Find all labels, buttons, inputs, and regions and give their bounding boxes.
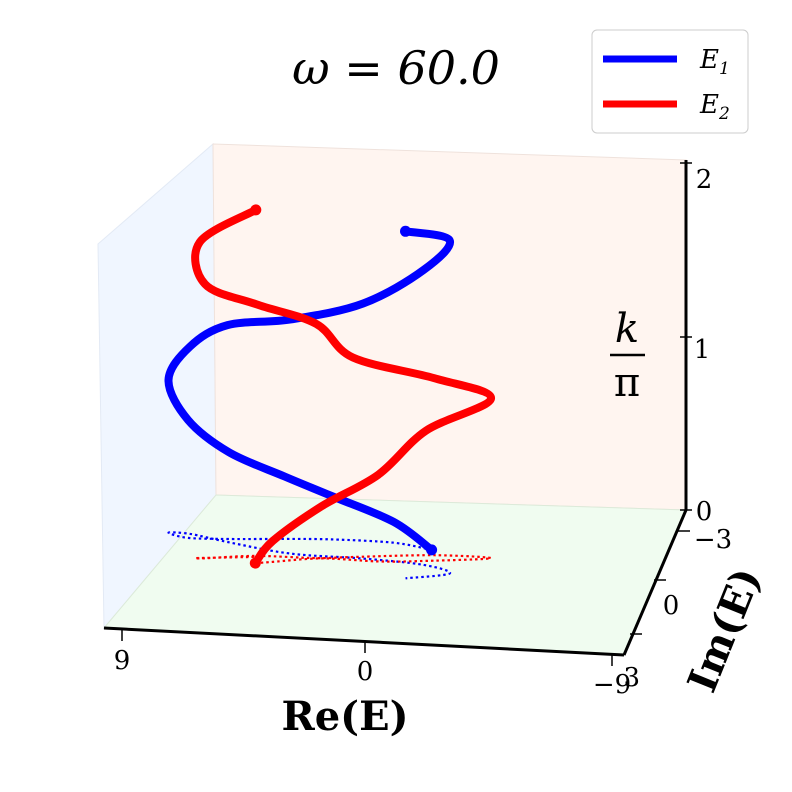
- y-axis-line: [622, 509, 688, 656]
- z-tick-label: 1: [694, 335, 711, 365]
- z-axis-label: k π: [610, 306, 645, 406]
- endpoint-e1-end: [400, 225, 411, 237]
- x-tick-label: 0: [357, 657, 374, 687]
- y-ticks: −3 0 3: [623, 525, 732, 693]
- curve-e1: [164, 227, 455, 554]
- projection-e1: [167, 531, 452, 580]
- x-axis-label: Re(E): [281, 693, 408, 740]
- y-tick-label: 3: [623, 663, 640, 693]
- z-tick-label: 0: [696, 497, 713, 527]
- x-tick-label: 9: [114, 646, 131, 676]
- floor-projections: [167, 531, 493, 580]
- curve-e2: [191, 205, 495, 568]
- legend-label-e2: E2: [699, 90, 730, 124]
- z-label-numerator: k: [615, 306, 639, 352]
- legend-label-e1: E1: [699, 45, 730, 79]
- endpoint-e1-start: [426, 544, 438, 556]
- x-axis-line: [103, 626, 625, 657]
- z-ticks: 0 1 2: [680, 162, 713, 527]
- x-tick-label: −9: [593, 670, 631, 700]
- legend: E1 E2: [591, 29, 749, 134]
- projection-e2: [194, 554, 493, 565]
- curves: [164, 204, 495, 569]
- chart-title: ω = 60.0: [292, 41, 500, 95]
- endpoint-e2-end: [250, 204, 262, 216]
- endpoint-e2-start: [249, 557, 261, 569]
- y-axis-label: Im(E): [678, 561, 770, 699]
- y-tick-label: 0: [663, 591, 680, 621]
- x-ticks: 9 0 −9: [114, 629, 631, 700]
- z-tick-label: 2: [696, 165, 713, 195]
- z-label-denominator: π: [614, 360, 640, 406]
- y-tick-label: −3: [694, 525, 732, 555]
